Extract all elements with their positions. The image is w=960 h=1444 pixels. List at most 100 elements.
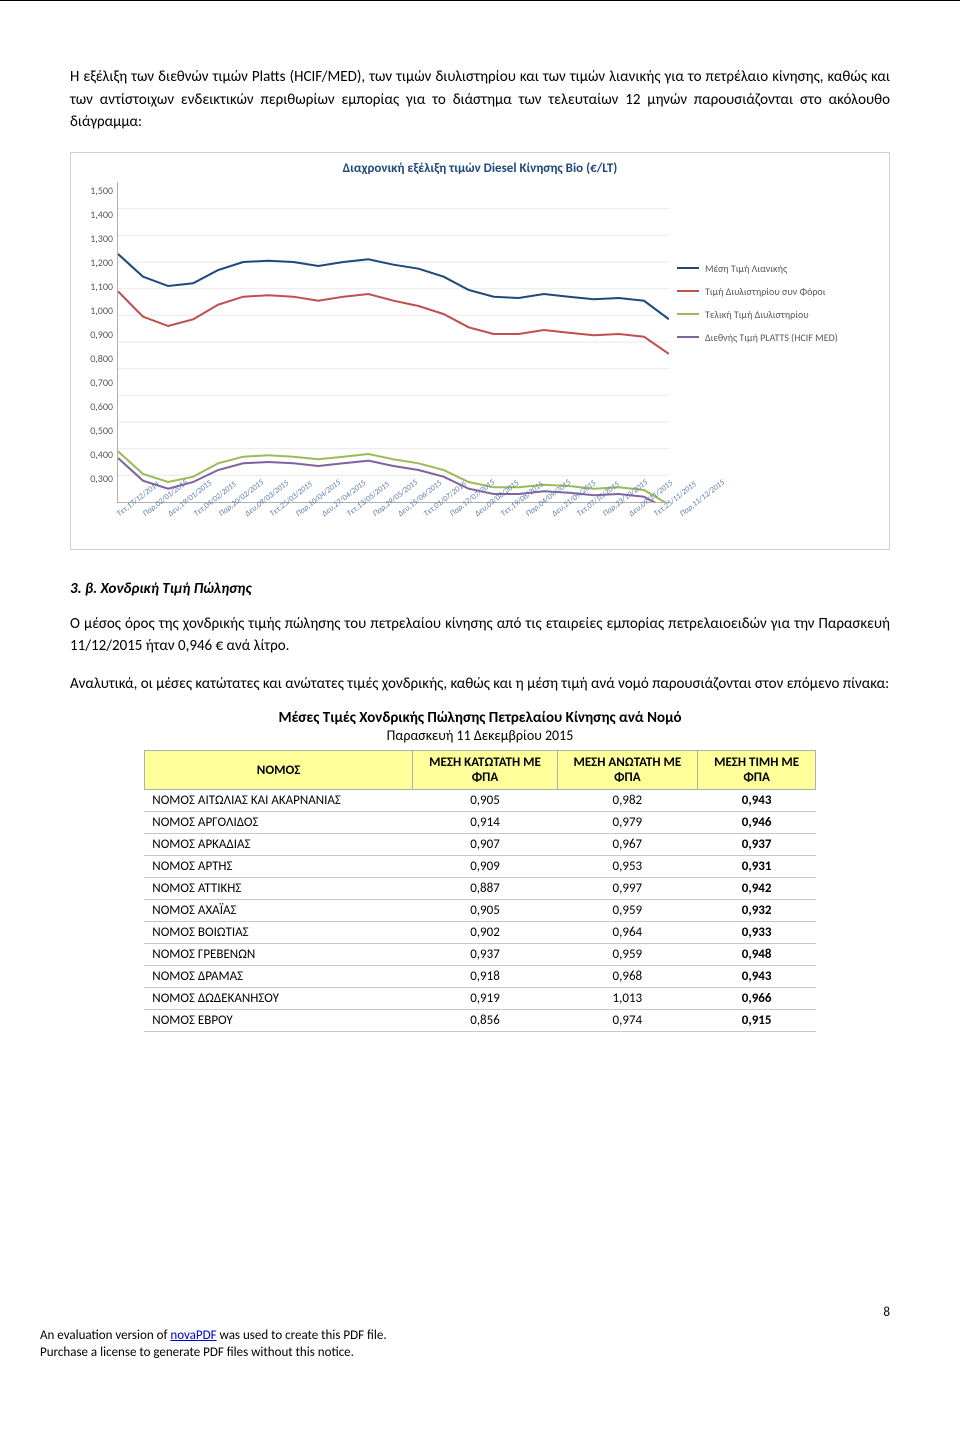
col-low: ΜΕΣΗ ΚΑΤΩΤΑΤΗ ΜΕ ΦΠΑ (413, 751, 557, 790)
cell-avg: 0,948 (698, 944, 816, 966)
y-tick-label: 1,400 (77, 208, 113, 221)
novapdf-link[interactable]: novaPDF (170, 1328, 216, 1343)
cell-high: 0,979 (557, 812, 697, 834)
page: Η εξέλιξη των διεθνών τιμών Platts (HCIF… (0, 0, 960, 1380)
page-number: 8 (883, 1305, 890, 1320)
cell-nomos: ΝΟΜΟΣ ΑΡΚΑΔΙΑΣ (144, 834, 413, 856)
col-nomos: ΝΟΜΟΣ (144, 751, 413, 790)
cell-avg: 0,933 (698, 922, 816, 944)
table-row: ΝΟΜΟΣ ΑΡΚΑΔΙΑΣ0,9070,9670,937 (144, 834, 815, 856)
cell-high: 1,013 (557, 988, 697, 1010)
x-tick-label: Δευ,09/11/2015 (627, 510, 646, 534)
cell-low: 0,937 (413, 944, 557, 966)
legend-label: Μέση Τιμή Λιανικής (705, 262, 787, 275)
cell-nomos: ΝΟΜΟΣ ΑΡΤΗΣ (144, 856, 413, 878)
x-tick-label: Τετ,25/03/2015 (268, 510, 287, 534)
cell-nomos: ΝΟΜΟΣ ΔΩΔΕΚΑΝΗΣΟΥ (144, 988, 413, 1010)
price-table: ΝΟΜΟΣ ΜΕΣΗ ΚΑΤΩΤΑΤΗ ΜΕ ΦΠΑ ΜΕΣΗ ΑΝΩΤΑΤΗ … (144, 750, 816, 1032)
footer-line-2: Purchase a license to generate PDF files… (40, 1345, 387, 1362)
cell-high: 0,964 (557, 922, 697, 944)
price-evolution-chart: Διαχρονική εξέλιξη τιμών Diesel Κίνησης … (70, 152, 890, 550)
cell-avg: 0,915 (698, 1010, 816, 1032)
cell-high: 0,953 (557, 856, 697, 878)
chart-y-axis: 1,5001,4001,3001,2001,1001,0000,9000,800… (75, 182, 117, 503)
cell-avg: 0,942 (698, 878, 816, 900)
x-tick-label: Παρ,11/12/2015 (678, 510, 697, 534)
y-tick-label: 0,600 (77, 400, 113, 413)
legend-label: Διεθνής Τιμή PLATTS (HCIF MED) (705, 331, 838, 344)
cell-nomos: ΝΟΜΟΣ ΑΡΓΟΛΙΔΟΣ (144, 812, 413, 834)
chart-series-line (118, 254, 669, 319)
x-tick-label: Παρ,29/05/2015 (371, 510, 390, 534)
y-tick-label: 1,100 (77, 280, 113, 293)
cell-avg: 0,931 (698, 856, 816, 878)
cell-nomos: ΝΟΜΟΣ ΑΧΑΪΑΣ (144, 900, 413, 922)
x-tick-label: Παρ,17/07/2015 (448, 510, 467, 534)
table-row: ΝΟΜΟΣ ΑΡΤΗΣ0,9090,9530,931 (144, 856, 815, 878)
legend-item: Τιμή Διυλιστηρίου συν Φόροι (677, 285, 877, 298)
cell-avg: 0,937 (698, 834, 816, 856)
x-tick-label: Παρ,02/01/2015 (141, 510, 160, 534)
cell-high: 0,997 (557, 878, 697, 900)
intro-paragraph: Η εξέλιξη των διεθνών τιμών Platts (HCIF… (70, 66, 890, 134)
y-tick-label: 0,300 (77, 472, 113, 485)
y-tick-label: 1,500 (77, 184, 113, 197)
cell-high: 0,959 (557, 944, 697, 966)
cell-low: 0,905 (413, 900, 557, 922)
x-tick-label: Τετ,19/08/2015 (499, 510, 518, 534)
col-high: ΜΕΣΗ ΑΝΩΤΑΤΗ ΜΕ ΦΠΑ (557, 751, 697, 790)
cell-nomos: ΝΟΜΟΣ ΑΙΤΩΛΙΑΣ ΚΑΙ ΑΚΑΡΝΑΝΙΑΣ (144, 790, 413, 812)
table-subtitle: Παρασκευή 11 Δεκεμβρίου 2015 (70, 727, 890, 744)
y-tick-label: 0,800 (77, 352, 113, 365)
cell-nomos: ΝΟΜΟΣ ΒΟΙΩΤΙΑΣ (144, 922, 413, 944)
cell-low: 0,907 (413, 834, 557, 856)
table-header-row: ΝΟΜΟΣ ΜΕΣΗ ΚΑΤΩΤΑΤΗ ΜΕ ΦΠΑ ΜΕΣΗ ΑΝΩΤΑΤΗ … (144, 751, 815, 790)
x-tick-label: Δευ,15/06/2015 (396, 510, 415, 534)
cell-avg: 0,966 (698, 988, 816, 1010)
x-tick-label: Τετ,25/11/2015 (652, 510, 671, 534)
legend-swatch (677, 313, 699, 315)
legend-swatch (677, 336, 699, 338)
cell-nomos: ΝΟΜΟΣ ΕΒΡΟΥ (144, 1010, 413, 1032)
chart-legend: Μέση Τιμή Λιανικής Τιμή Διυλιστηρίου συν … (669, 182, 881, 503)
cell-avg: 0,946 (698, 812, 816, 834)
section-para-2: Αναλυτικά, οι μέσες κατώτατες και ανώτατ… (70, 673, 890, 696)
chart-x-axis: Τετ,17/12/2014 Παρ,02/01/2015 Δευ,19/01/20… (71, 507, 889, 549)
legend-item: Διεθνής Τιμή PLATTS (HCIF MED) (677, 331, 877, 344)
cell-nomos: ΝΟΜΟΣ ΑΤΤΙΚΗΣ (144, 878, 413, 900)
cell-high: 0,967 (557, 834, 697, 856)
table-row: ΝΟΜΟΣ ΑΡΓΟΛΙΔΟΣ0,9140,9790,946 (144, 812, 815, 834)
x-tick-label: Δευ,09/03/2015 (243, 510, 262, 534)
legend-swatch (677, 290, 699, 292)
cell-avg: 0,943 (698, 790, 816, 812)
table-row: ΝΟΜΟΣ ΑΙΤΩΛΙΑΣ ΚΑΙ ΑΚΑΡΝΑΝΙΑΣ0,9050,9820… (144, 790, 815, 812)
x-tick-label: Δευ,27/04/2015 (320, 510, 339, 534)
x-tick-label: Παρ,23/10/2015 (601, 510, 620, 534)
table-row: ΝΟΜΟΣ ΕΒΡΟΥ0,8560,9740,915 (144, 1010, 815, 1032)
x-tick-label: Τετ,17/12/2014 (115, 510, 134, 534)
cell-high: 0,982 (557, 790, 697, 812)
y-tick-label: 0,700 (77, 376, 113, 389)
x-tick-label: Τετ,01/07/2015 (422, 510, 441, 534)
x-tick-label: Δευ,19/01/2015 (166, 510, 185, 534)
chart-title: Διαχρονική εξέλιξη τιμών Diesel Κίνησης … (71, 153, 889, 182)
cell-high: 0,968 (557, 966, 697, 988)
footer-post: was used to create this PDF file. (217, 1328, 387, 1343)
cell-avg: 0,943 (698, 966, 816, 988)
cell-high: 0,974 (557, 1010, 697, 1032)
legend-item: Μέση Τιμή Λιανικής (677, 262, 877, 275)
cell-low: 0,856 (413, 1010, 557, 1032)
legend-swatch (677, 267, 699, 269)
legend-item: Τελική Τιμή Διυλιστηρίου (677, 308, 877, 321)
x-tick-label: Τετ,04/02/2015 (192, 510, 211, 534)
footer-line-1: An evaluation version of novaPDF was use… (40, 1328, 387, 1345)
cell-high: 0,959 (557, 900, 697, 922)
cell-low: 0,919 (413, 988, 557, 1010)
cell-low: 0,914 (413, 812, 557, 834)
x-tick-label: Τετ,13/05/2015 (345, 510, 364, 534)
y-tick-label: 0,400 (77, 448, 113, 461)
table-row: ΝΟΜΟΣ ΑΧΑΪΑΣ0,9050,9590,932 (144, 900, 815, 922)
table-title: Μέσες Τιμές Χονδρικής Πώλησης Πετρελαίου… (70, 709, 890, 727)
x-tick-label: Παρ,04/09/2015 (524, 510, 543, 534)
table-row: ΝΟΜΟΣ ΒΟΙΩΤΙΑΣ0,9020,9640,933 (144, 922, 815, 944)
